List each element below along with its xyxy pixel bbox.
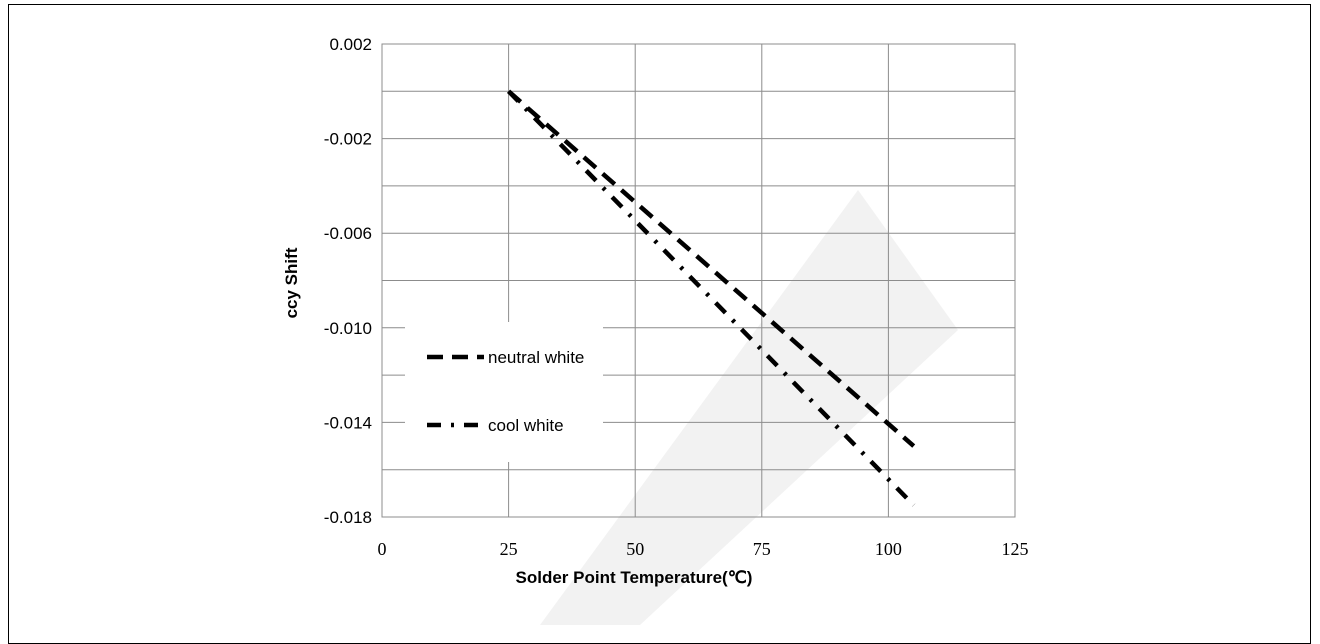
y-tick-label: -0.006 [324,224,372,243]
x-tick-label: 50 [626,539,644,559]
x-tick-label: 75 [753,539,771,559]
y-tick-labels: 0.002 -0.002 -0.006 -0.010 -0.014 -0.018 [324,35,372,527]
y-tick-label: -0.002 [324,130,372,149]
legend-box [405,322,603,462]
y-axis-label: ccy Shift [282,247,301,318]
series-line-neutral-white [507,89,916,448]
x-tick-label: 0 [378,539,387,559]
x-tick-label: 25 [500,539,518,559]
legend-label: cool white [488,416,564,435]
series-line-cool-white [506,89,916,507]
x-tick-label: 125 [1002,539,1029,559]
legend-label: neutral white [488,348,584,367]
watermark [540,190,958,625]
y-tick-label: -0.010 [324,319,372,338]
chart: 0.002 -0.002 -0.006 -0.010 -0.014 -0.018 0 25 5… [282,35,1029,625]
y-tick-label: 0.002 [329,35,372,54]
x-tick-labels: 0 25 50 75 100 125 [378,539,1029,559]
x-axis-label: Solder Point Temperature(℃) [516,568,753,587]
x-tick-label: 100 [875,539,902,559]
legend: neutral white cool white [405,322,603,462]
grid [381,43,1016,518]
series-lines [506,89,916,507]
watermark-band [540,190,958,625]
y-tick-label: -0.018 [324,508,372,527]
y-tick-label: -0.014 [324,413,372,432]
